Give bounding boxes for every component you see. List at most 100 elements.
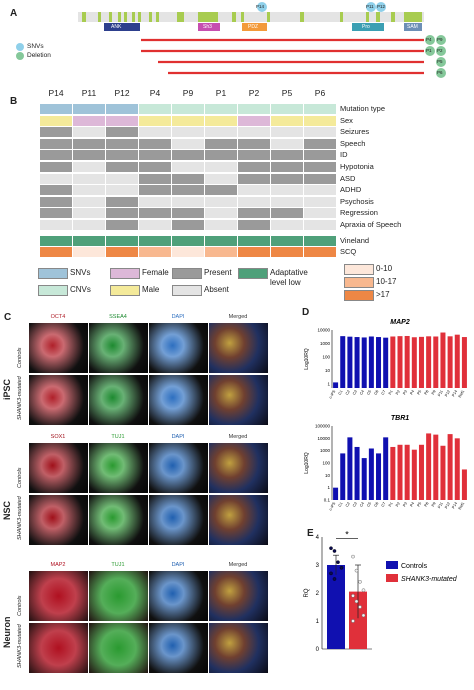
chart-rq: RQ 0 1 2 3 4 * Controls SHANK3-mutated: [304, 529, 458, 653]
y-axis-label: Log10RQ: [304, 452, 310, 474]
cell-psychosis-p14: [40, 196, 72, 207]
bar-p6: [426, 433, 432, 500]
cell-mutation-type-p1: [205, 104, 237, 115]
legend-swatch-scq3: [344, 290, 374, 301]
row-label-regression: Regression: [340, 208, 378, 218]
marker-label-nsc-sox1: SOX1: [50, 434, 66, 440]
bar-c-ips: [333, 487, 339, 500]
cell-mutation-type-p11: [73, 104, 105, 115]
cell-mutation-type-p14: [40, 104, 72, 115]
cell-psychosis-p9: [172, 196, 204, 207]
x-tick-label: C2: [345, 390, 351, 396]
cell-vineland-p2: [238, 235, 270, 246]
panel-label-c: C: [4, 312, 12, 323]
data-point: [339, 566, 344, 570]
panel-a-protein-diagram: ANK Sh3 PDZ Pro SAM P14 P11 P12 SNVs Del…: [0, 0, 474, 90]
cell-hypotonia-p4: [139, 162, 171, 173]
x-tick-label: P9: [431, 390, 437, 396]
data-point: [354, 599, 359, 604]
x-tick-label: C2: [345, 502, 351, 508]
domain-pro: [352, 23, 384, 31]
cell-asd-p5: [271, 173, 303, 184]
cell-psychosis-p4: [139, 196, 171, 207]
micrograph-nsc-shank3-tuj1: [88, 494, 149, 546]
bar-c1: [340, 453, 346, 500]
cell-id-p5: [271, 150, 303, 161]
micrograph-neuron-controls-tuj1: [88, 570, 149, 622]
legend-swatch-female: [110, 268, 140, 279]
row-label-asd: ASD: [340, 173, 356, 183]
x-tick-label: P11: [437, 390, 444, 398]
cell-scq-p6: [304, 247, 336, 258]
cell-psychosis-p5: [271, 196, 303, 207]
micrograph-nsc-shank3-merged: [208, 494, 269, 546]
col-header-p12: P12: [114, 88, 130, 98]
cell-apraxia-of-speech-p9: [172, 220, 204, 231]
micrograph-neuron-shank3-tuj1: [88, 622, 149, 674]
bar-ref1: [461, 469, 467, 500]
y-tick-label: 1000: [320, 448, 331, 453]
cell-asd-p9: [172, 173, 204, 184]
bar-shank3: [349, 591, 367, 649]
marker-label-ipsc-dapi: DAPI: [171, 314, 185, 320]
bar-c5: [368, 448, 374, 500]
bar-c6: [376, 337, 382, 388]
row-label-nsc-shank3: SHANK3-mutated: [17, 496, 23, 540]
x-tick-label: P3: [402, 390, 408, 396]
legend-female: Female: [142, 268, 169, 277]
cell-speech-p5: [271, 138, 303, 149]
cell-speech-p11: [73, 138, 105, 149]
snv-marker-p11: [366, 2, 376, 12]
cell-regression-p12: [106, 208, 138, 219]
cell-apraxia-of-speech-p2: [238, 220, 270, 231]
x-tick-label: P14: [451, 390, 458, 398]
data-point: [351, 554, 355, 559]
col-header-p4: P4: [149, 88, 161, 98]
legend-absent: Absent: [204, 285, 229, 294]
legend-scq1: 0-10: [376, 264, 393, 273]
cell-speech-p2: [238, 138, 270, 149]
row-label-hypotonia: Hypotonia: [340, 162, 374, 171]
marker-label-ipsc-merged: Merged: [228, 314, 248, 320]
cell-vineland-p1: [205, 235, 237, 246]
col-header-p6: P6: [314, 88, 326, 98]
cell-seizures-p11: [73, 127, 105, 138]
micrograph-neuron-shank3-merged: [208, 622, 269, 674]
cell-regression-p5: [271, 208, 303, 219]
data-point: [358, 605, 362, 609]
micrograph-neuron-controls-map2: [28, 570, 89, 622]
del-label-p6: P6: [437, 70, 443, 75]
cell-vineland-p14: [40, 235, 72, 246]
micrograph-ipsc-controls-dapi: [148, 322, 209, 374]
legend-swatch-male: [110, 285, 140, 296]
bar-p2: [397, 444, 403, 500]
legend-present: Present: [204, 268, 232, 277]
cell-apraxia-of-speech-p12: [106, 220, 138, 231]
domain-sam: [404, 23, 422, 31]
x-tick-label: P11: [437, 502, 444, 510]
micrograph-neuron-controls-merged: [208, 570, 269, 622]
x-tick-label: P2: [395, 390, 401, 396]
col-header-p5: P5: [281, 88, 293, 98]
marker-label-neuron-tuj1: TUJ1: [111, 562, 125, 568]
bar-p14: [454, 438, 460, 500]
y-tick-label: 100: [322, 354, 330, 359]
cell-adhd-p14: [40, 185, 72, 196]
bar-c5: [368, 336, 374, 388]
section-title-ipsc: iPSC: [2, 378, 12, 400]
legend-text-shank3: SHANK3-mutated: [401, 576, 458, 583]
micrograph-ipsc-controls-ssea4: [88, 322, 149, 374]
y-tick-label: 100000: [315, 424, 331, 429]
row-label-psychosis: Psychosis: [340, 196, 374, 206]
cell-hypotonia-p1: [205, 162, 237, 173]
section-title-neuron: Neuron: [2, 616, 12, 649]
legend-swatch-cnvs: [38, 285, 68, 296]
legend-scq2: 10-17: [376, 277, 397, 286]
row-label-mutation-type: Mutation type: [340, 104, 386, 113]
row-label-sex: Sex: [340, 115, 353, 125]
protein-backbone: [78, 12, 424, 22]
cell-adhd-p9: [172, 185, 204, 196]
micrograph-ipsc-shank3-merged: [208, 374, 269, 426]
x-tick-label: C1: [338, 390, 344, 396]
bar-controls: [327, 565, 345, 649]
